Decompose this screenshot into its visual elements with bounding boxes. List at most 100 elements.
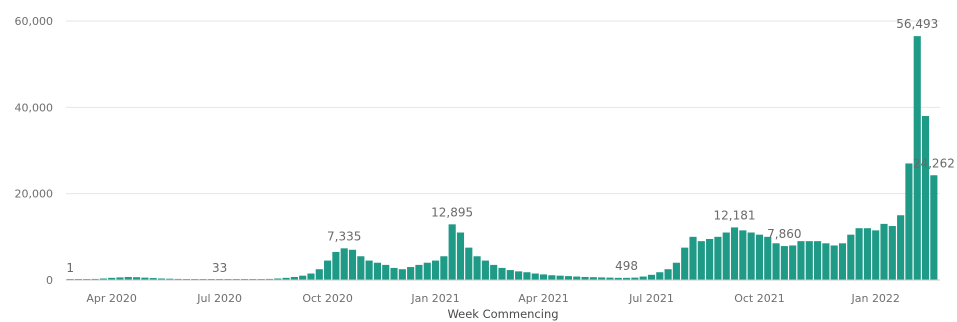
bar xyxy=(348,249,357,280)
bar xyxy=(157,278,166,280)
x-tick-label: Oct 2020 xyxy=(302,292,353,305)
data-label: 12,181 xyxy=(714,208,756,222)
bar xyxy=(838,243,847,280)
bar xyxy=(282,277,290,280)
bar xyxy=(639,276,647,280)
x-axis-title: Week Commencing xyxy=(447,307,558,321)
bar xyxy=(598,277,606,280)
bars xyxy=(66,36,938,281)
bar xyxy=(423,262,431,280)
bar xyxy=(623,277,631,280)
data-label: 498 xyxy=(615,259,638,273)
bar xyxy=(523,272,531,280)
bar xyxy=(730,227,739,280)
bar xyxy=(398,269,406,280)
bar xyxy=(930,175,938,280)
bar xyxy=(407,267,415,280)
bar xyxy=(373,262,381,280)
bar xyxy=(548,275,556,280)
bar xyxy=(614,277,622,280)
bar xyxy=(531,273,539,280)
data-label: 7,335 xyxy=(327,229,361,243)
bar xyxy=(456,232,465,280)
bar xyxy=(664,269,672,280)
bar xyxy=(814,241,822,280)
bar xyxy=(490,264,498,280)
bar xyxy=(299,275,307,280)
bar xyxy=(822,243,830,280)
data-label: 56,493 xyxy=(896,17,938,31)
bar xyxy=(847,234,855,280)
bar xyxy=(390,267,398,280)
bar xyxy=(116,277,124,280)
x-tick-label: Jan 2021 xyxy=(410,292,459,305)
x-tick-label: Oct 2021 xyxy=(734,292,785,305)
bar xyxy=(133,277,141,280)
bar xyxy=(340,248,348,280)
bar xyxy=(498,267,506,280)
bar xyxy=(324,260,332,280)
bar xyxy=(315,269,323,280)
bar xyxy=(863,228,871,280)
bar xyxy=(581,276,589,280)
x-axis-ticks: Apr 2020 Jul 2020 Oct 2020 Jan 2021 Apr 2021… xyxy=(86,292,900,305)
bar xyxy=(589,277,597,280)
bar xyxy=(706,238,714,280)
bar xyxy=(290,276,298,280)
bar xyxy=(448,224,456,280)
bar xyxy=(631,277,639,280)
bar xyxy=(739,230,747,280)
bar xyxy=(573,276,581,280)
bar xyxy=(539,274,548,280)
bar xyxy=(747,232,755,280)
bar xyxy=(656,272,664,280)
bar xyxy=(830,245,838,280)
y-tick-label: 40,000 xyxy=(15,101,54,114)
bar xyxy=(473,256,481,280)
bar xyxy=(465,247,473,281)
bar xyxy=(647,274,656,280)
bar xyxy=(921,115,930,280)
bar xyxy=(332,251,340,280)
bar xyxy=(564,276,573,280)
data-label: 7,860 xyxy=(767,227,801,241)
bar xyxy=(124,276,132,280)
bar xyxy=(606,277,614,280)
bar xyxy=(872,230,880,280)
bar xyxy=(365,260,373,280)
bar xyxy=(764,236,772,280)
x-tick-label: Apr 2020 xyxy=(86,292,137,305)
y-tick-label: 60,000 xyxy=(15,15,54,28)
bar xyxy=(556,275,564,280)
bar xyxy=(772,243,780,280)
y-tick-label: 0 xyxy=(46,274,53,287)
bar xyxy=(913,36,921,280)
bar xyxy=(108,277,116,280)
bar xyxy=(755,234,764,280)
bar xyxy=(382,264,390,280)
bar xyxy=(166,278,174,280)
bar xyxy=(274,278,282,280)
bar xyxy=(880,223,888,280)
bar xyxy=(697,241,705,280)
bar xyxy=(481,260,489,280)
bar xyxy=(905,163,913,280)
bar xyxy=(672,262,680,280)
y-tick-label: 20,000 xyxy=(15,188,54,201)
bar xyxy=(415,264,423,280)
bar xyxy=(681,247,689,281)
x-tick-label: Apr 2021 xyxy=(518,292,569,305)
bar xyxy=(141,277,149,280)
bar xyxy=(174,278,182,280)
bar xyxy=(265,278,274,280)
bar xyxy=(149,278,157,280)
x-tick-label: Jan 2022 xyxy=(850,292,899,305)
bar xyxy=(797,241,805,280)
data-label: 33 xyxy=(212,261,227,275)
x-tick-label: Jul 2021 xyxy=(628,292,674,305)
data-label: 12,895 xyxy=(431,205,473,219)
bar xyxy=(689,236,697,280)
bar xyxy=(780,246,788,280)
bar xyxy=(722,232,730,280)
